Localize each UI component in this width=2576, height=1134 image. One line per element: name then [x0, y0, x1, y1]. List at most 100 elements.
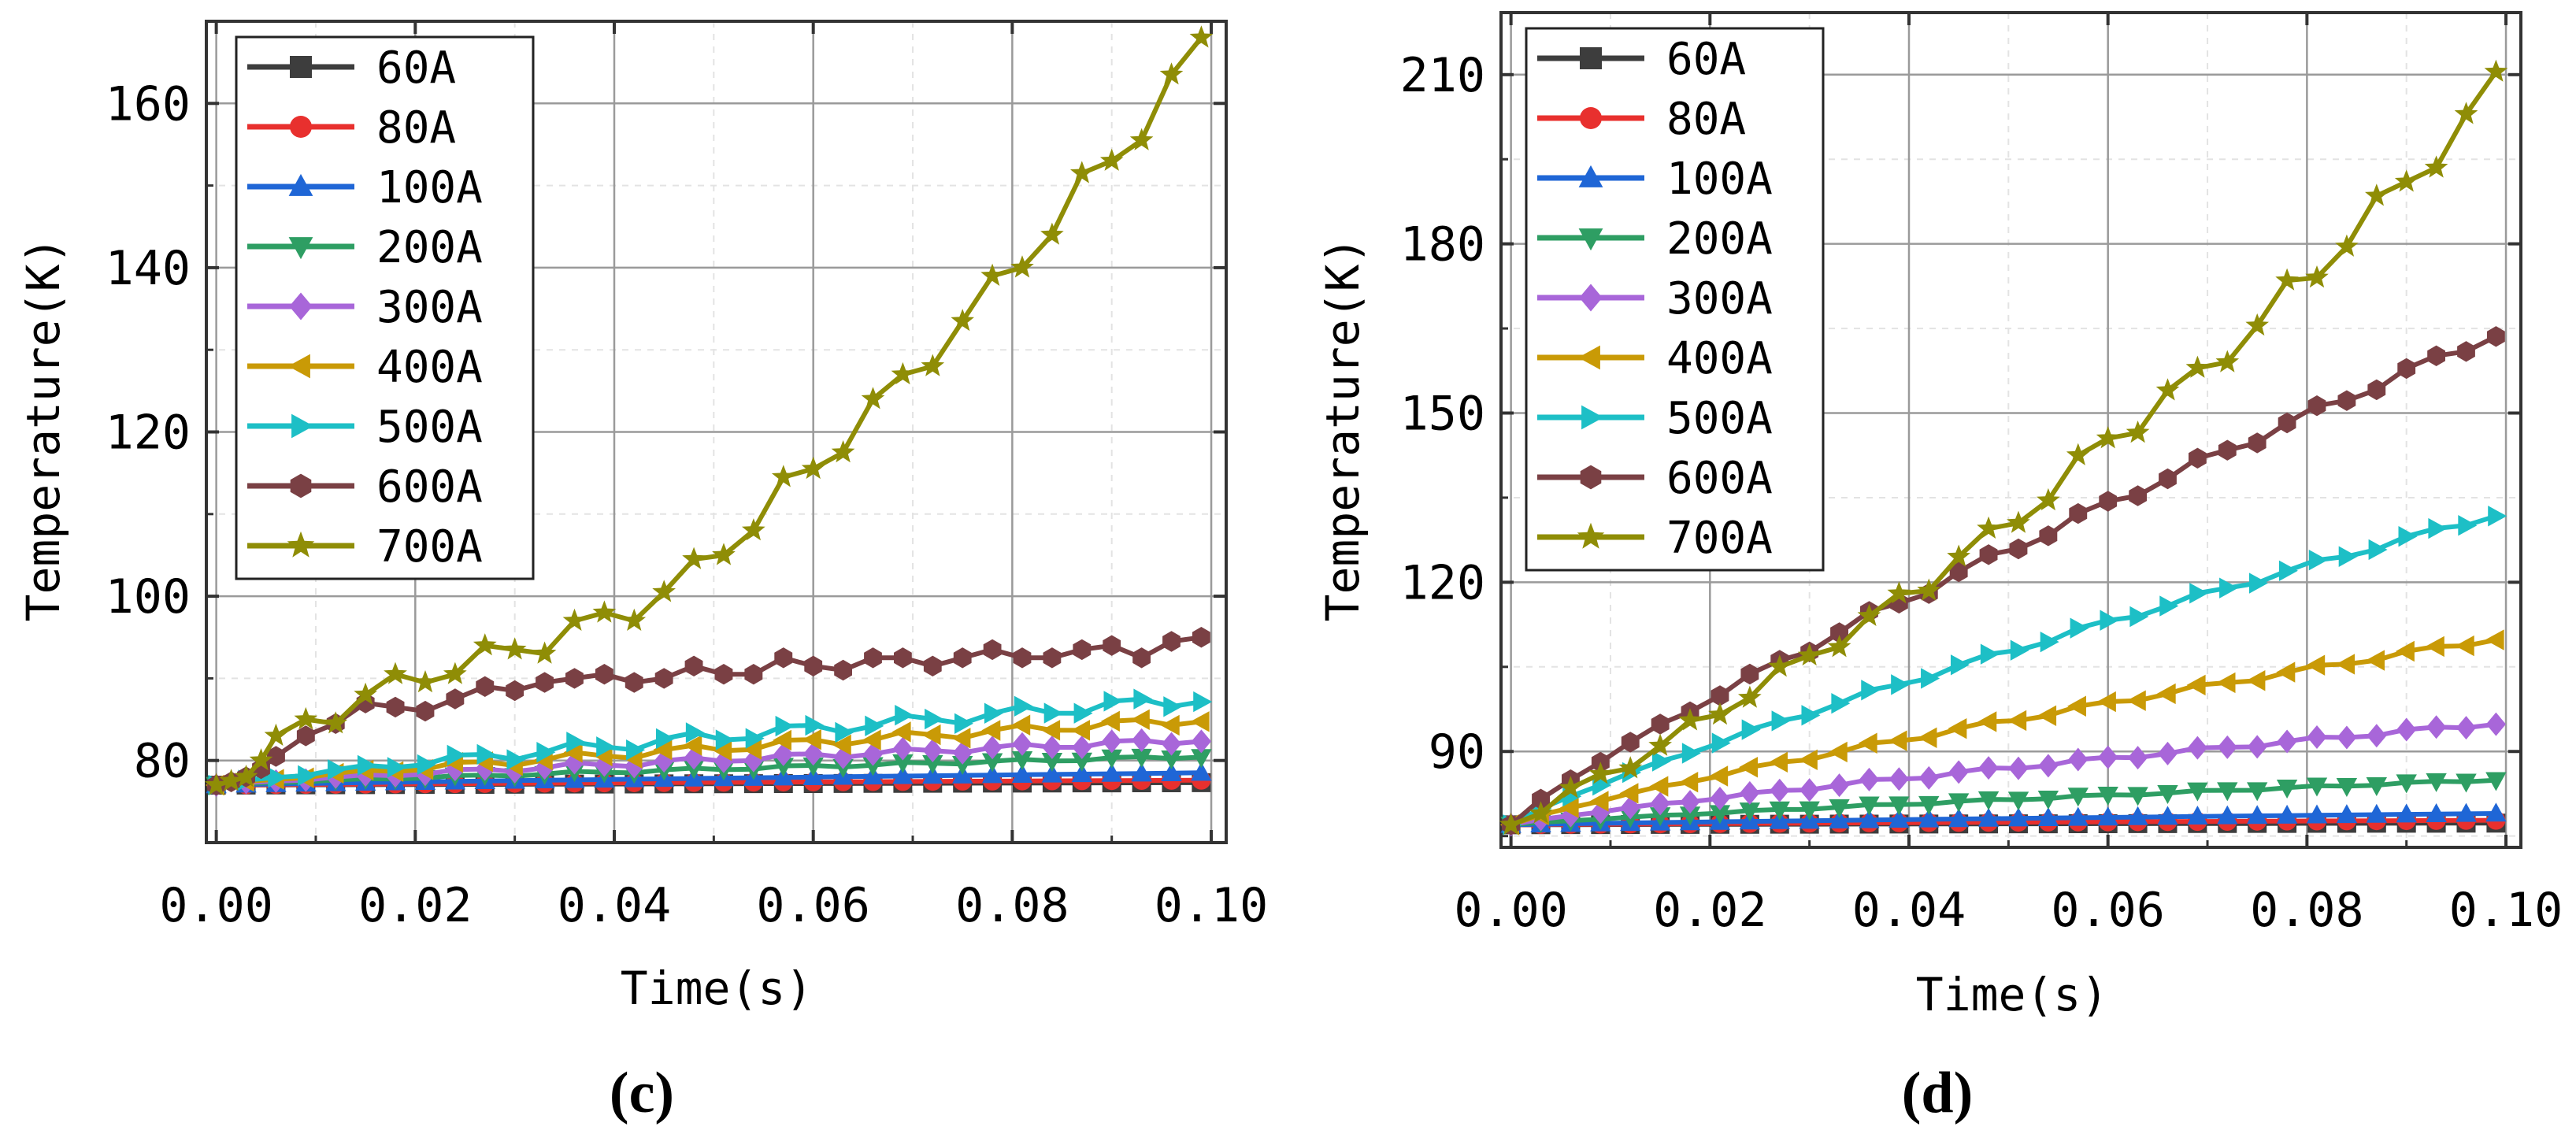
data-point — [2099, 491, 2118, 512]
data-point — [1829, 809, 1850, 828]
x-tick-label: 0.10 — [2449, 883, 2563, 938]
data-point — [744, 664, 763, 685]
data-point — [1921, 668, 1940, 689]
data-point — [981, 753, 1003, 773]
series-line — [1510, 811, 2496, 828]
data-point — [891, 361, 915, 385]
legend-label: 400A — [1666, 333, 1773, 384]
data-point — [2335, 234, 2359, 257]
data-point — [771, 465, 795, 487]
y-tick-label: 140 — [106, 241, 191, 296]
data-point — [774, 647, 793, 669]
data-point — [2394, 169, 2418, 192]
data-point — [862, 742, 884, 766]
legend-marker — [1577, 522, 1605, 549]
data-point — [1978, 756, 1999, 780]
data-point — [2337, 390, 2356, 411]
data-point — [1711, 685, 1729, 706]
data-point — [1160, 714, 1180, 736]
data-point — [2368, 539, 2388, 561]
series-line — [216, 737, 1202, 788]
data-point — [447, 744, 466, 766]
data-point — [2336, 804, 2358, 824]
data-point — [922, 754, 943, 774]
data-point — [1891, 674, 1911, 695]
data-point — [1678, 708, 1702, 731]
data-point — [1193, 691, 1213, 713]
data-point — [1918, 765, 1939, 790]
data-point — [2217, 735, 2237, 759]
series-line — [1509, 334, 2497, 827]
data-point — [2366, 776, 2388, 796]
series-group — [204, 25, 1214, 797]
legend-marker — [290, 116, 312, 138]
legend-item: 100A — [1537, 154, 1773, 205]
data-point — [1948, 793, 1970, 813]
data-point — [1979, 544, 1998, 565]
y-tick-label: 100 — [106, 569, 191, 624]
data-point — [2484, 59, 2508, 82]
data-point — [1977, 791, 2000, 810]
data-point — [596, 736, 616, 758]
legend-item: 400A — [1537, 333, 1773, 384]
legend: 60A 80A 100A 200A 300A 400A 500A 600A 700A — [1525, 27, 1825, 572]
data-point — [922, 739, 943, 763]
data-point — [1977, 516, 2000, 539]
data-point — [2215, 350, 2240, 372]
data-point — [562, 608, 587, 631]
data-point — [1011, 763, 1033, 783]
data-point — [1099, 148, 1124, 171]
data-point — [502, 637, 527, 660]
data-point — [1918, 727, 1937, 748]
data-point — [2246, 805, 2268, 825]
data-point — [1739, 757, 1759, 778]
data-point — [1888, 809, 1910, 828]
data-point — [1130, 709, 1150, 731]
data-point — [1771, 710, 1791, 732]
data-point — [2456, 773, 2477, 793]
data-point — [1132, 728, 1152, 752]
data-point — [1948, 808, 1970, 828]
data-point — [2185, 355, 2210, 378]
data-point — [1918, 795, 1940, 815]
data-point — [1101, 749, 1122, 769]
legend-label: 200A — [376, 222, 483, 273]
data-point — [1041, 752, 1063, 772]
data-point — [592, 600, 617, 623]
panel-label-d: (d) — [1902, 1061, 1973, 1125]
data-point — [864, 647, 882, 669]
data-point — [713, 749, 734, 773]
series-400A — [1499, 629, 2504, 836]
series-line — [216, 754, 1202, 788]
panel-label-c: (c) — [610, 1061, 674, 1125]
data-point — [2007, 510, 2030, 533]
data-point — [2127, 787, 2148, 806]
data-point — [2037, 806, 2059, 826]
x-tick-label: 0.08 — [955, 878, 1069, 933]
data-point — [626, 739, 646, 761]
data-point — [1740, 663, 1759, 685]
series-line — [1510, 70, 2498, 828]
data-point — [745, 728, 765, 749]
data-point — [1917, 578, 1941, 601]
data-point — [954, 713, 973, 735]
data-point — [2098, 745, 2118, 769]
data-point — [1071, 720, 1091, 741]
data-point — [625, 672, 643, 693]
legend-marker — [1579, 284, 1603, 312]
data-point — [2398, 526, 2418, 547]
series-100A — [1500, 802, 2507, 833]
data-point — [2277, 729, 2297, 754]
x-tick-label: 0.02 — [358, 878, 473, 933]
data-point — [2070, 617, 2089, 639]
data-point — [1828, 741, 1848, 763]
y-axis-title: Temperature(K) — [17, 237, 70, 622]
data-point — [2155, 378, 2180, 401]
data-point — [234, 765, 258, 788]
data-point — [865, 715, 884, 737]
data-point — [2485, 712, 2507, 736]
data-point — [2037, 705, 2057, 726]
data-point — [1011, 751, 1033, 771]
legend-item: 500A — [1537, 393, 1773, 444]
data-point — [2039, 525, 2058, 547]
